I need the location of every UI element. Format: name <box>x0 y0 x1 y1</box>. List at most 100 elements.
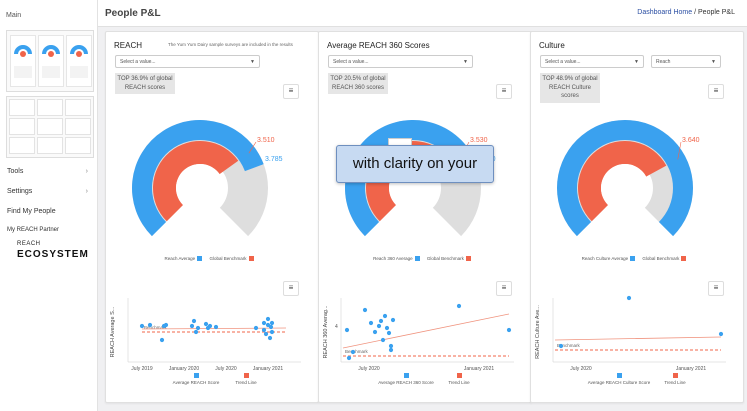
breadcrumb: Dashboard Home / People P&L <box>637 9 735 16</box>
data-point <box>213 324 219 330</box>
data-point <box>269 320 275 326</box>
percentile-badge: TOP 36.9% of global REACH scores <box>115 73 175 94</box>
gauge-legend: Reach 360 Average Global Benchmark <box>319 256 531 262</box>
legend-label: Global Benchmark <box>426 256 464 261</box>
leader-line-red <box>248 141 257 154</box>
x-tick-label: July 2020 <box>570 366 592 372</box>
data-point <box>159 337 165 343</box>
trend-line <box>554 336 722 341</box>
culture-panel: Culture Select a value... ▼ Reach ▼ TOP … <box>530 31 744 403</box>
legend-label: Reach Culture Average <box>581 256 629 261</box>
panel-title: Average REACH 360 Scores <box>327 41 430 50</box>
x-tick-label: January 2021 <box>464 366 495 372</box>
data-point <box>372 329 378 335</box>
data-point <box>386 330 392 336</box>
legend-label: Global Benchmark <box>209 256 247 261</box>
gauge-blue-arc <box>557 120 693 237</box>
logo-top-line: REACH <box>17 241 41 247</box>
filter-select[interactable]: Select a value... ▼ <box>540 55 644 68</box>
legend-item-average: Average REACH Score <box>166 373 226 385</box>
data-point <box>261 327 267 333</box>
culture-scatter-plot: REACH Culture Ave... Benchmark July 2020 Ja… <box>535 295 726 372</box>
thumbnail-page <box>66 35 92 87</box>
leader-line-red <box>677 141 682 160</box>
leader-line-blue <box>259 157 263 165</box>
x-tick-label: January 2021 <box>253 366 284 372</box>
sidebar-item-tools[interactable]: Tools › <box>7 168 90 175</box>
data-point <box>195 325 201 331</box>
data-point <box>346 355 352 361</box>
chart-menu-button[interactable]: ≡ <box>283 84 299 99</box>
tool-tile <box>65 137 91 154</box>
legend-swatch <box>193 373 199 378</box>
percentile-badge: TOP 20.5% of global REACH 360 scores <box>328 73 388 94</box>
reach-360-scatter-plot: REACH 360 Averag... 4 Benchmark July 2020 Ja… <box>323 298 514 372</box>
breadcrumb-home-link[interactable]: Dashboard Home <box>637 9 693 16</box>
filter-select[interactable]: Select a value... ▼ <box>328 55 473 68</box>
legend-label: Average REACH Score <box>172 380 220 385</box>
sidebar-item-find-my-people[interactable]: Find My People <box>7 208 56 215</box>
panel-title: Culture <box>539 41 565 50</box>
sidebar-item-label: Find My People <box>7 208 56 215</box>
tool-tile <box>37 99 63 116</box>
hamburger-icon: ≡ <box>501 283 507 292</box>
gauge-value-blue: 3.785 <box>265 156 283 163</box>
main-dashboard-thumbnail[interactable] <box>6 30 94 92</box>
select-value: Reach <box>656 59 671 65</box>
benchmark-label: Benchmark <box>557 343 581 348</box>
plot-menu-button[interactable]: ≡ <box>708 281 724 296</box>
tools-thumbnail-grid[interactable] <box>6 96 94 158</box>
chevron-down-icon: ▼ <box>250 59 255 65</box>
legend-swatch <box>248 256 254 262</box>
legend-swatch <box>681 256 687 262</box>
data-point <box>558 343 564 349</box>
tool-tile <box>65 99 91 116</box>
legend-swatch <box>465 256 471 262</box>
y-axis-label: REACH Culture Ave... <box>535 305 541 359</box>
legend-item-average: Average REACH 360 Score <box>369 373 443 385</box>
trend-line <box>342 313 510 349</box>
sidebar-main-label: Main <box>6 12 22 19</box>
legend-item-trend: Trend Line <box>655 373 695 385</box>
partner-label: My REACH Partner <box>7 227 60 233</box>
data-point <box>378 318 384 324</box>
data-point <box>253 325 259 331</box>
data-point <box>147 322 153 328</box>
data-point <box>344 327 350 333</box>
data-point <box>456 303 462 309</box>
gauge-legend: Reach Culture Average Global Benchmark <box>531 256 743 262</box>
chart-menu-button[interactable]: ≡ <box>496 84 512 99</box>
select-placeholder: Select a value... <box>545 59 581 65</box>
plot-menu-button[interactable]: ≡ <box>283 281 299 296</box>
filter-select[interactable]: Select a value... ▼ <box>115 55 260 68</box>
y-axis-label: REACH Average S... <box>110 306 116 357</box>
metric-select[interactable]: Reach ▼ <box>651 55 721 68</box>
data-point <box>718 331 724 337</box>
legend-item-trend: Trend Line <box>226 373 266 385</box>
data-point <box>388 343 394 349</box>
data-point <box>265 322 271 328</box>
legend-label: Reach Average <box>164 256 196 261</box>
data-point <box>506 327 512 333</box>
gauge-red-arc <box>577 140 667 222</box>
benchmark-label: Benchmark <box>345 349 369 354</box>
gauge-legend: Reach Average Global Benchmark <box>106 256 318 262</box>
tool-tile <box>9 118 35 135</box>
y-axis-label: REACH 360 Averag... <box>323 305 329 359</box>
plot-menu-button[interactable]: ≡ <box>496 281 512 296</box>
reach-panel: REACH The Yum Yum Dairy sample surveys a… <box>105 31 319 403</box>
gauge-value-red: 3.640 <box>682 137 700 144</box>
caption-overlay: with clarity on your <box>336 145 494 183</box>
chart-menu-button[interactable]: ≡ <box>708 84 724 99</box>
legend-label: Average REACH 360 Score <box>378 380 434 385</box>
sidebar-item-settings[interactable]: Settings › <box>7 188 90 195</box>
gauge-blue-arc <box>132 120 264 237</box>
legend-swatch <box>197 256 203 262</box>
legend-swatch <box>414 256 420 262</box>
x-tick-label: July 2020 <box>358 366 380 372</box>
logo-bottom-line: ECOSYSTEM <box>17 249 89 260</box>
sidebar-item-label: Settings <box>7 188 33 195</box>
tool-tile <box>37 137 63 154</box>
data-point <box>203 321 209 327</box>
legend-swatch <box>243 373 249 378</box>
